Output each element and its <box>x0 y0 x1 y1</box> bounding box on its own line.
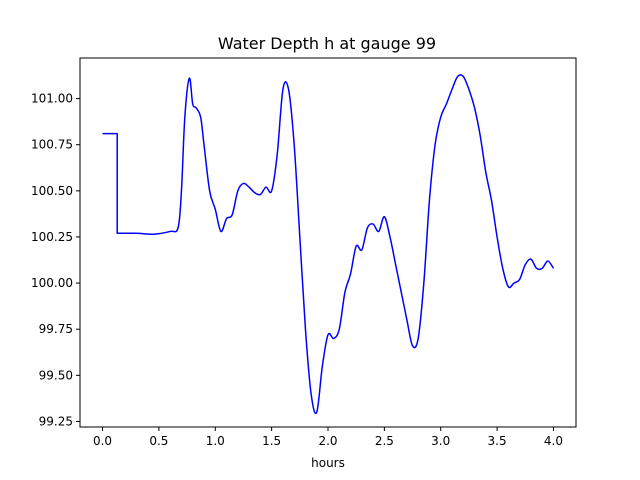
x-tick-label: 2.0 <box>318 434 337 448</box>
y-tick-label: 99.50 <box>39 368 73 382</box>
x-tick-label: 1.0 <box>206 434 225 448</box>
x-tick-label: 1.5 <box>262 434 281 448</box>
series-line <box>102 74 555 415</box>
y-tick-label: 99.25 <box>39 414 73 428</box>
x-tick-label: 0.5 <box>149 434 168 448</box>
plot-area <box>79 57 577 428</box>
x-axis: 0.0 0.5 1.0 1.5 2.0 2.5 3.0 3.5 4.0 <box>93 427 563 448</box>
y-tick-label: 100.00 <box>31 276 73 290</box>
y-tick-label: 99.75 <box>39 322 73 336</box>
chart-title: Water Depth h at gauge 99 <box>218 34 436 53</box>
x-axis-label: hours <box>311 456 345 470</box>
series-layer <box>102 74 555 415</box>
x-tick-label: 3.5 <box>488 434 507 448</box>
x-tick-label: 3.0 <box>431 434 450 448</box>
x-tick-label: 2.5 <box>375 434 394 448</box>
y-tick-label: 100.75 <box>31 138 73 152</box>
x-tick-label: 0.0 <box>93 434 112 448</box>
y-tick-label: 100.25 <box>31 230 73 244</box>
y-tick-label: 100.50 <box>31 184 73 198</box>
axes-frame <box>79 57 577 428</box>
y-axis: 99.25 99.50 99.75 100.00 100.25 100.50 100.75 1… <box>31 92 80 428</box>
y-tick-label: 101.00 <box>31 92 73 106</box>
x-tick-label: 4.0 <box>544 434 563 448</box>
